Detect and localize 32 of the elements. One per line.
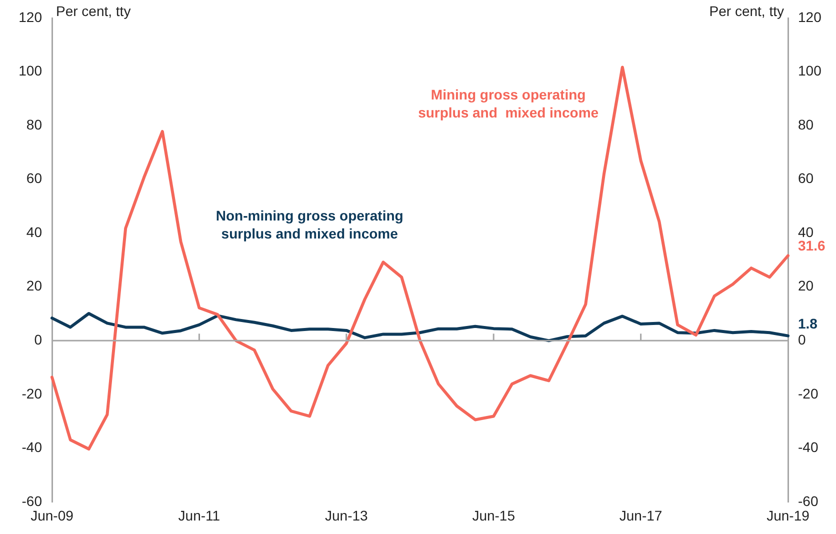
y2-tick-label: 120	[798, 8, 822, 25]
x-tick-label: Jun-15	[472, 507, 516, 524]
y2-tick-label: -20	[798, 385, 818, 402]
x-tick-label: Jun-13	[324, 507, 368, 524]
y-tick-label: 60	[26, 170, 42, 186]
y2-axis-title: Per cent, tty	[709, 2, 784, 19]
x-tick-label: Jun-09	[30, 507, 74, 524]
y-tick-label: 40	[26, 224, 42, 240]
y-tick-label: 100	[18, 62, 42, 79]
y2-tick-label: -60	[798, 492, 818, 509]
y-tick-label: -40	[22, 439, 42, 456]
y-axis-title: Per cent, tty	[56, 2, 131, 19]
x-tick-label: Jun-17	[619, 507, 662, 524]
text: Non-mining gross operating surplus and mixed income	[216, 207, 404, 242]
x-tick-label: Jun-19	[766, 507, 810, 524]
y2-tick-label: 40	[798, 224, 814, 240]
y-tick-label: 120	[18, 8, 42, 25]
y2-tick-label: 20	[798, 278, 814, 294]
data-label: 1.8	[798, 316, 818, 332]
y2-tick-label: 100	[798, 62, 822, 79]
series-label: Mining gross operating surplus and mixed income	[418, 86, 599, 120]
y2-tick-label: 60	[798, 170, 814, 186]
y2-tick-label: -40	[798, 439, 818, 456]
y-tick-label: 80	[26, 116, 42, 132]
y-tick-label: -20	[22, 385, 42, 402]
y2-tick-label: 0	[798, 332, 806, 348]
x-tick-label: Jun-11	[178, 507, 220, 524]
y2-tick-label: 80	[798, 116, 814, 132]
y-tick-label: 20	[26, 278, 42, 294]
data-label: 31.6	[798, 238, 826, 254]
y-tick-label: 0	[34, 332, 42, 348]
y-tick-label: -60	[22, 492, 42, 509]
